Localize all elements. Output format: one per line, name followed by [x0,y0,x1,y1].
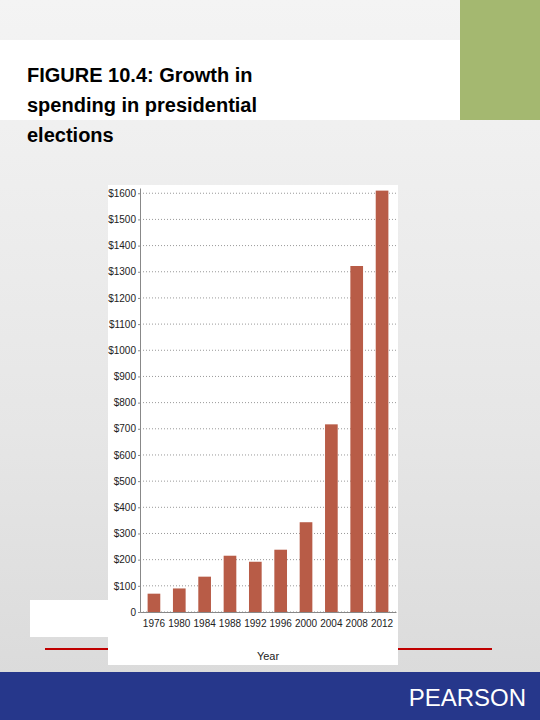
y-tick-label: $1500 [108,214,136,225]
grid-line [140,219,396,220]
title: FIGURE 10.4: Growth in spending in presi… [27,60,342,150]
y-tick-mark [138,219,140,220]
x-tick-label: 1996 [270,618,293,629]
x-tick-label: 1976 [143,618,166,629]
x-tick: 1980 [168,612,191,629]
x-tick-label: 2000 [295,618,318,629]
y-tick-mark [138,298,140,299]
x-tick-label: 2012 [371,618,394,629]
y-tick: $1000 [108,345,140,356]
bar [300,522,313,612]
y-tick: $1100 [109,319,140,330]
x-tick-label: 1980 [168,618,191,629]
y-tick: $700 [114,423,140,434]
y-tick: $600 [114,450,140,461]
y-tick-label: $1400 [108,240,136,251]
x-tick: 1976 [143,612,166,629]
y-tick-label: $800 [114,397,137,408]
publisher-logo: PEARSON [409,684,526,712]
chart-panel-bottom [108,640,398,665]
y-tick-label: $100 [114,581,137,592]
bar [148,594,161,612]
x-tick: 1992 [244,612,267,629]
grid [140,193,396,612]
x-tick: 2000 [295,612,318,629]
bar [350,266,363,612]
x-tick-label: 1988 [219,618,242,629]
chart-panel [108,185,398,665]
bar [173,588,186,612]
y-tick-label: $900 [114,371,137,382]
y-tick: $1600 [108,188,140,199]
x-tick: 1996 [270,612,293,629]
y-axis-line [140,189,141,613]
bar [224,556,237,612]
y-tick-mark [138,560,140,561]
y-tick-label: $1300 [108,266,136,277]
y-tick: $800 [114,397,140,408]
y-tick: $900 [114,371,140,382]
white-box [30,600,110,637]
bars [148,191,389,612]
y-tick-mark [138,324,140,325]
y-tick-label: $700 [114,423,137,434]
y-tick: $400 [114,502,140,513]
y-tick-label: $600 [114,450,137,461]
y-tick-label: $1000 [108,345,136,356]
bar [249,562,262,612]
x-tick: 2004 [320,612,343,629]
accent-block [460,0,540,120]
y-tick-label: $500 [114,476,137,487]
y-tick-mark [138,507,140,508]
grid-line [140,193,396,194]
y-tick: $1400 [108,240,140,251]
bar [325,424,338,612]
grid-line [140,245,396,246]
x-tick-label: 1992 [244,618,267,629]
y-tick-mark [138,403,140,404]
y-tick-mark [138,246,140,247]
y-tick: $500 [114,476,140,487]
x-axis: 1976198019841988199219962000200420082012 [141,612,397,629]
y-tick-mark [138,586,140,587]
y-tick-mark [138,481,140,482]
y-tick: $1200 [108,293,140,304]
y-tick-mark [138,193,140,194]
y-tick-label: 0 [130,607,136,618]
y-tick: $300 [114,528,140,539]
y-tick: 0 [130,607,140,618]
y-tick-label: $200 [114,554,137,565]
x-tick: 1984 [194,612,217,629]
x-tick-label: 1984 [194,618,217,629]
y-tick-mark [138,612,140,613]
x-tick: 1988 [219,612,242,629]
y-tick-mark [138,272,140,273]
y-tick: $1500 [108,214,140,225]
x-axis-line [141,612,397,613]
y-tick: $100 [114,581,140,592]
y-tick-label: $1100 [109,319,137,330]
y-tick-mark [138,376,140,377]
chart: 0 $100 $200 $300 $400 $500 $600 $700 $800 $900 $10… [0,0,540,720]
x-tick-label: 2008 [346,618,369,629]
y-tick-label: $1200 [108,293,136,304]
x-tick: 2012 [371,612,394,629]
y-tick-mark [138,533,140,534]
y-tick-mark [138,455,140,456]
y-tick: $200 [114,554,140,565]
bar [274,550,287,612]
y-tick-mark [138,429,140,430]
bar [198,577,211,612]
x-axis-title: Year [257,650,280,662]
y-axis: 0 $100 $200 $300 $400 $500 $600 $700 $800 $900 $10… [108,188,140,618]
y-tick: $1300 [108,266,140,277]
x-tick: 2008 [346,612,369,629]
x-tick-label: 2004 [320,618,343,629]
y-tick-label: $400 [114,502,137,513]
y-tick-mark [138,350,140,351]
bar [376,191,389,612]
y-tick-label: $300 [114,528,137,539]
y-tick-label: $1600 [108,188,136,199]
